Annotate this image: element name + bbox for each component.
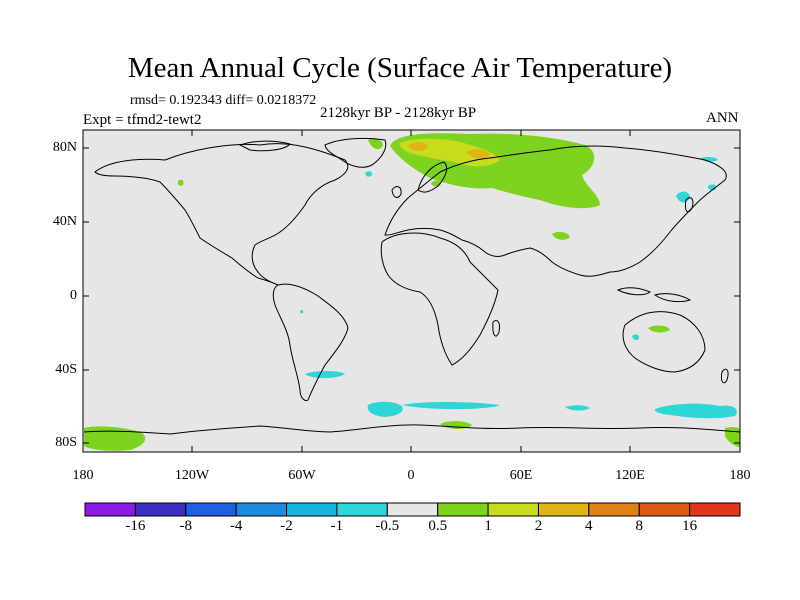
colorbar-label: 8 [635,518,643,534]
coastlines [83,137,741,435]
colorbar-swatch [537,502,590,517]
patch-negative-southern-ocean-d [654,403,737,419]
coast-eurasia [384,145,727,277]
axis-ticks [83,130,740,452]
coast-africa [380,232,499,366]
patch-positive-central-asia [552,231,570,240]
colorbar-label: -16 [125,518,146,534]
colorbar-swatch [689,502,741,517]
colorbar-swatch [84,502,136,517]
coast-antarctica [83,424,741,435]
coast-madagascar [492,319,500,337]
colorbar-swatch [286,502,338,517]
stats-line: rmsd= 0.192343 diff= 0.0218372 [130,93,317,108]
colorbar-label: -2 [280,518,293,534]
colorbar-label: -0.5 [375,518,400,534]
lon-label-60e: 60E [509,468,533,483]
patch-positive-alaska [177,179,184,186]
lon-label-180e: 180 [729,468,751,483]
colorbar-swatch [588,502,640,517]
colorbar-swatch [487,502,539,517]
colorbar-swatch [386,502,439,517]
patch-negative-atlantic-south [305,371,345,379]
colorbar-swatch [235,502,288,517]
colorbar-label: 1 [484,518,492,534]
colorbar [84,502,741,517]
lat-label-40s: 40S [55,362,77,377]
lon-label-180w: 180 [72,468,94,483]
colorbar-label: 4 [585,518,593,534]
patch-negative-south-america [300,309,304,314]
colorbar-swatch [638,502,691,517]
colorbar-swatch [185,502,237,517]
coast-indonesia [616,287,692,303]
patch-positive-greenland-edge [368,138,383,150]
experiment-label: Expt = tfmd2-tewt2 [83,112,202,128]
coast-south-america [272,283,349,401]
patch-negative-southern-ocean-a [367,401,403,417]
patch-negative-southern-ocean-c [565,405,590,411]
map-background [83,130,740,452]
patch-negative-southern-ocean-b [402,402,500,410]
coast-north-america [94,143,349,286]
colorbar-swatch [437,502,489,517]
coast-greenland [324,137,387,168]
period-label: 2128kyr BP - 2128kyr BP [320,105,477,121]
lon-label-120e: 120E [615,468,645,483]
patch-positive-antarctic-west [84,426,146,451]
lat-label-80s: 80S [55,435,77,450]
chart-title: Mean Annual Cycle (Surface Air Temperatu… [127,52,673,84]
patch-negative-newfoundland [365,171,373,177]
coast-scandinavia [417,161,448,193]
coast-japan [685,197,694,213]
colorbar-label: -8 [179,518,193,534]
patch-positive-australia [648,325,670,333]
patch-negative-australia [632,334,640,340]
colorbar-swatch [336,502,388,517]
lat-label-80n: 80N [52,140,77,155]
lon-label-120w: 120W [174,468,210,483]
lon-label-60w: 60W [288,468,316,483]
colorbar-swatch [134,502,187,517]
lon-label-0: 0 [407,468,415,483]
coast-new-zealand [721,368,729,384]
patch-moderate-east-europe [408,142,428,151]
patch-moderate-siberia [466,149,490,159]
coast-australia [622,311,706,373]
season-label: ANN [706,110,739,126]
colorbar-label: 16 [682,518,698,534]
colorbar-label: -1 [330,518,344,534]
coast-arctic-islands [238,140,291,152]
coast-british-isles [391,186,402,198]
colorbar-label: 2 [534,518,543,534]
colorbar-label: -4 [229,518,243,534]
patch-negative-north-pacific [700,156,718,162]
colorbar-label: 0.5 [428,518,448,534]
lat-label-eq: 0 [70,288,77,303]
lat-label-40n: 40N [52,214,77,229]
